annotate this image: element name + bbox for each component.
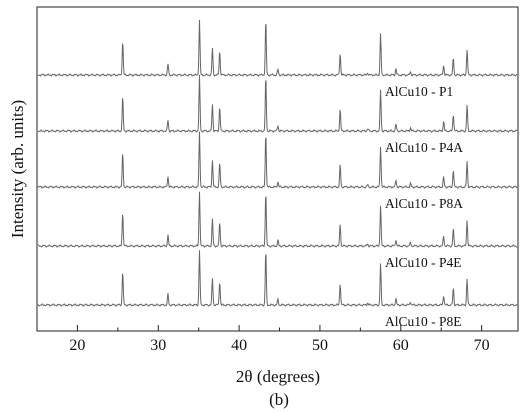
x-axis-ticks (36, 325, 483, 331)
series-label: AlCu10 - P8A (385, 196, 463, 211)
xrd-trace-line (37, 131, 518, 189)
plot-frame (36, 6, 519, 332)
series-label: AlCu10 - P4A (385, 140, 463, 155)
x-tick-label: 40 (231, 337, 247, 354)
series-label: AlCu10 - P1 (385, 84, 453, 99)
y-axis-label: Intensity (arb. units) (8, 100, 27, 238)
series-label: AlCu10 - P8E (385, 314, 462, 329)
x-tick-label: 70 (474, 337, 490, 354)
xrd-trace-line (37, 191, 518, 248)
xrd-trace-line (37, 20, 518, 77)
x-tick-label: 50 (312, 337, 328, 354)
xrd-trace-line (37, 250, 518, 307)
x-axis-label: 2θ (degrees) (236, 367, 320, 386)
x-axis-tick-labels: 20 30 40 50 60 70 (69, 337, 489, 354)
x-tick-label: 20 (69, 337, 85, 354)
x-tick-label: 30 (150, 337, 166, 354)
x-tick-label: 60 (393, 337, 409, 354)
series-label: AlCu10 - P4E (385, 255, 462, 270)
xrd-trace-line (37, 74, 518, 133)
xrd-traces (37, 20, 518, 307)
panel-label: (b) (269, 390, 289, 409)
plot-frame-group (36, 6, 519, 332)
series-labels: AlCu10 - P1 AlCu10 - P4A AlCu10 - P8A AlCu1… (385, 84, 463, 329)
